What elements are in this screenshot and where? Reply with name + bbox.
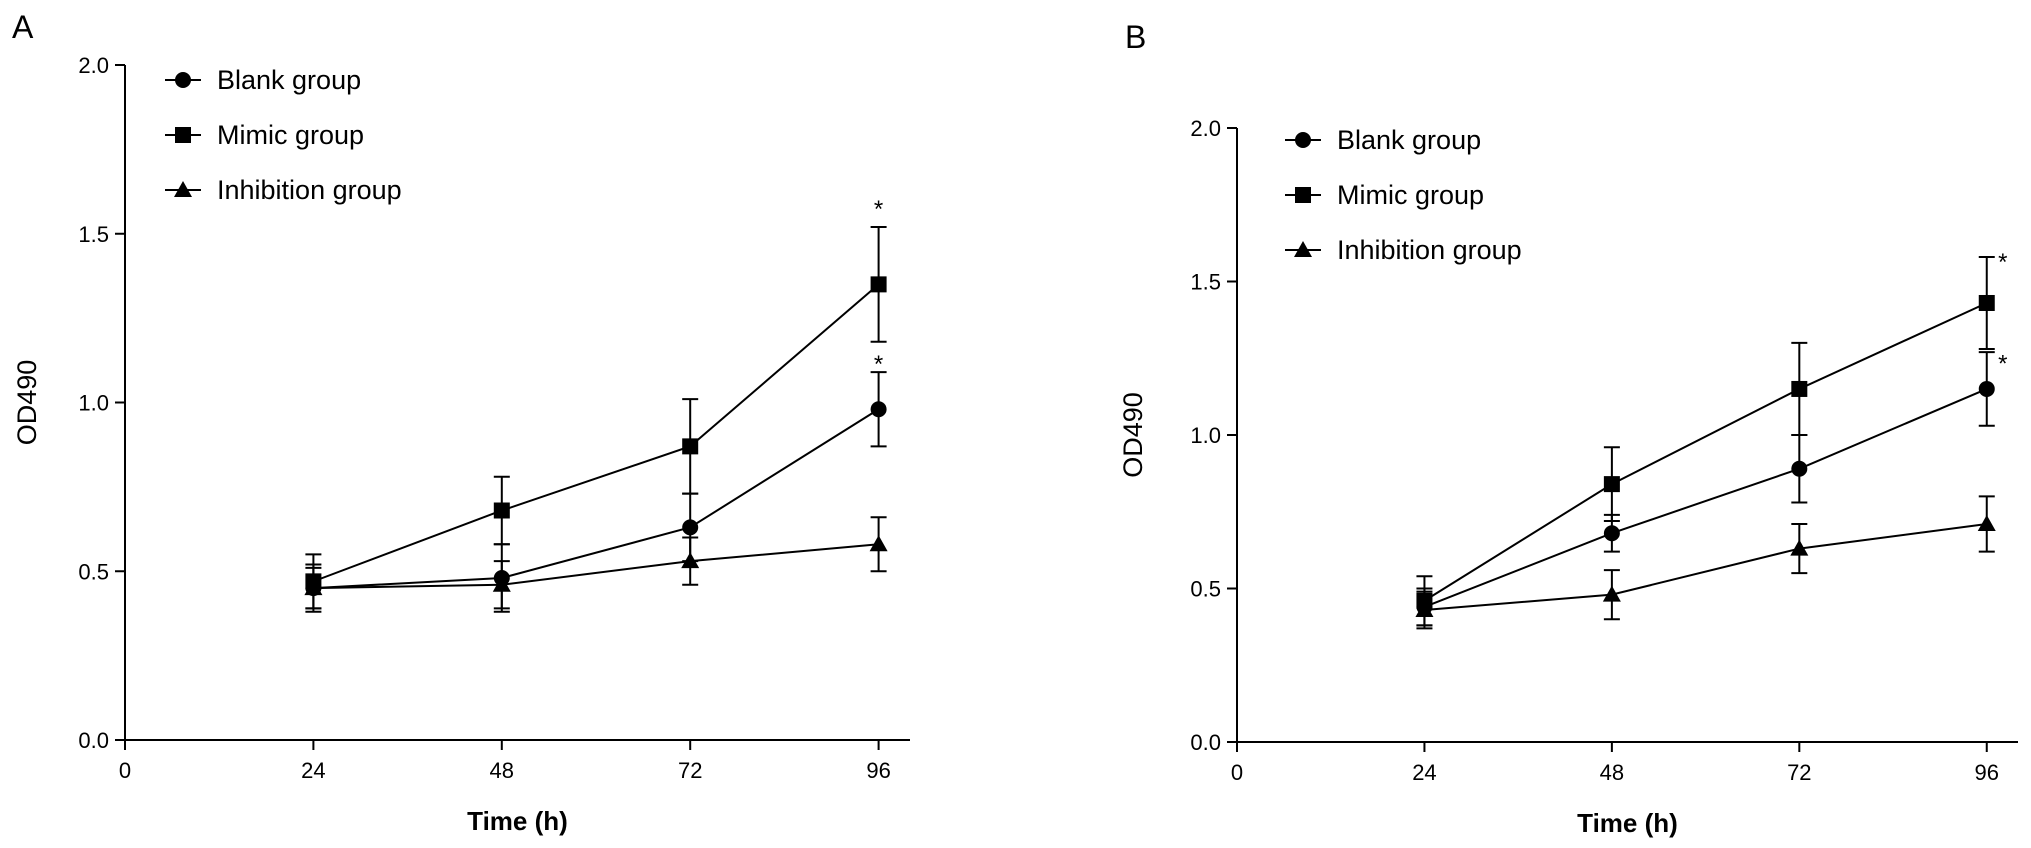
- y-tick-label: 0.0: [78, 728, 109, 753]
- series-line: [1423, 302, 1988, 602]
- y-tick-label: 0.0: [1190, 730, 1221, 755]
- series-inhibition-group: [304, 516, 888, 613]
- x-tick-label: 96: [1975, 760, 1999, 785]
- significance-star: *: [874, 196, 883, 223]
- legend-marker: [175, 127, 191, 143]
- legend-entry: Inhibition group: [165, 175, 402, 205]
- data-point: [1977, 515, 1996, 532]
- y-tick-label: 0.5: [1190, 577, 1221, 602]
- data-point: [1978, 294, 1995, 311]
- legend-entry: Blank group: [165, 65, 361, 95]
- legend-entry: Inhibition group: [1285, 235, 1522, 265]
- chart-panel-b: B 0.0 0.5 1.0 1.5 2.0 0 24 48 72 96 Time (h) OD490 Bl…: [1118, 19, 2018, 838]
- y-tick-label: 0.5: [78, 559, 109, 584]
- y-tick-label: 1.5: [78, 222, 109, 247]
- chart-panel-a: A 0.0 0.5 1.0 1.5 2.0 0 24 48 72 96 Time (h) OD490 Bl…: [12, 9, 910, 836]
- series-mimic-group: [1416, 255, 1995, 627]
- x-tick-label: 0: [1231, 760, 1243, 785]
- x-tick-label: 96: [866, 758, 890, 783]
- legend-label: Mimic group: [1337, 180, 1484, 210]
- x-tick-label: 24: [301, 758, 325, 783]
- significance-star: *: [1998, 249, 2007, 276]
- series-line: [1424, 388, 1988, 608]
- data-point: [682, 438, 699, 455]
- x-tick-label: 72: [1787, 760, 1811, 785]
- panel-letter: A: [12, 9, 34, 45]
- legend-entry: Blank group: [1285, 125, 1481, 155]
- series-line: [1424, 523, 1987, 611]
- legend-marker: [1294, 241, 1312, 257]
- x-tick-label: 0: [119, 758, 131, 783]
- data-point: [1602, 585, 1621, 602]
- data-point: [1603, 476, 1620, 493]
- x-tick-label: 72: [678, 758, 702, 783]
- series-blank-group: [305, 371, 887, 613]
- series-line: [313, 408, 880, 590]
- data-point: [493, 502, 510, 519]
- data-point: [1791, 380, 1808, 397]
- data-point: [682, 519, 699, 536]
- y-axis-title: OD490: [1118, 392, 1148, 478]
- data-point: [870, 276, 887, 293]
- data-point: [1791, 460, 1808, 477]
- significance-star: *: [874, 351, 883, 378]
- data-point: [1790, 539, 1809, 556]
- data-point: [869, 535, 888, 552]
- legend-label: Blank group: [217, 65, 361, 95]
- legend-label: Mimic group: [217, 120, 364, 150]
- legend-marker: [1295, 132, 1311, 148]
- legend-label: Inhibition group: [217, 175, 402, 205]
- data-point: [1978, 380, 1995, 397]
- data-point: [1603, 525, 1620, 542]
- y-tick-label: 1.0: [78, 391, 109, 416]
- x-tick-label: 48: [1600, 760, 1624, 785]
- panel-letter: B: [1125, 19, 1146, 55]
- data-point: [681, 552, 700, 569]
- x-axis-title: Time (h): [1577, 808, 1678, 838]
- x-tick-label: 24: [1412, 760, 1436, 785]
- data-point: [492, 575, 511, 592]
- data-point: [1415, 600, 1434, 617]
- legend-entry: Mimic group: [165, 120, 364, 150]
- legend-label: Blank group: [1337, 125, 1481, 155]
- y-tick-label: 1.0: [1190, 423, 1221, 448]
- legend-marker: [175, 72, 191, 88]
- x-axis-title: Time (h): [467, 806, 568, 836]
- x-tick-label: 48: [490, 758, 514, 783]
- legend-label: Inhibition group: [1337, 235, 1522, 265]
- series-line: [313, 283, 880, 583]
- data-point: [870, 401, 887, 418]
- y-tick-label: 2.0: [1190, 116, 1221, 141]
- legend-marker: [174, 181, 192, 197]
- y-tick-label: 2.0: [78, 53, 109, 78]
- y-axis-title: OD490: [12, 360, 42, 446]
- data-point: [304, 579, 323, 596]
- series-blank-group: [1416, 351, 1995, 627]
- y-tick-label: 1.5: [1190, 270, 1221, 295]
- series-inhibition-group: [1415, 495, 1996, 630]
- series-line: [313, 543, 879, 590]
- legend-marker: [1295, 187, 1311, 203]
- significance-star: *: [1998, 350, 2007, 377]
- legend-entry: Mimic group: [1285, 180, 1484, 210]
